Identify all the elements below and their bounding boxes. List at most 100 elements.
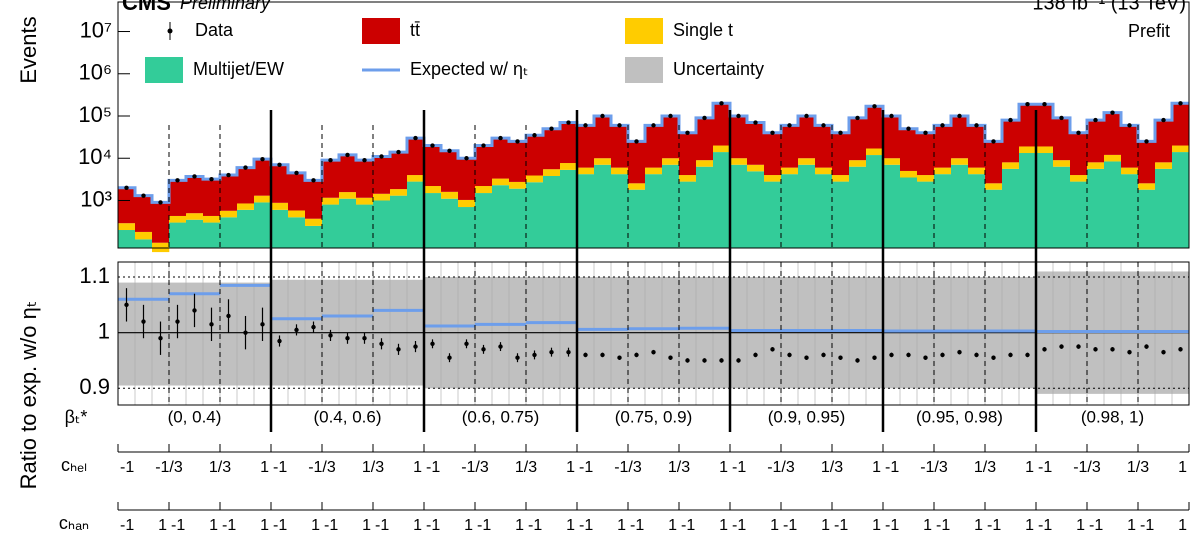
stack-bar bbox=[866, 148, 884, 156]
data-point bbox=[396, 149, 401, 155]
chel-tick-label: 1 bbox=[566, 459, 575, 476]
chel-tick-label: -1/3 bbox=[614, 459, 642, 476]
chel-tick-label: -1/3 bbox=[767, 459, 795, 476]
stack-bar bbox=[543, 175, 561, 248]
stack-bar bbox=[1087, 168, 1105, 248]
data-point bbox=[821, 123, 826, 128]
stack-bar bbox=[407, 175, 425, 182]
data-point bbox=[226, 172, 231, 178]
chan-tick-label: -1 bbox=[171, 517, 185, 534]
ratio-point bbox=[413, 344, 418, 349]
data-point bbox=[447, 148, 452, 154]
stack-bar bbox=[169, 215, 187, 223]
chan-tick-label: 1 bbox=[515, 517, 524, 534]
data-point bbox=[158, 200, 163, 205]
ratio-point bbox=[260, 322, 265, 327]
ratio-point bbox=[770, 347, 775, 352]
ratio-point bbox=[396, 347, 401, 352]
chan-tick-label: -1 bbox=[579, 517, 593, 534]
ratio-point bbox=[583, 352, 588, 358]
data-point bbox=[583, 123, 588, 128]
stack-bar bbox=[1053, 166, 1071, 248]
stack-bar bbox=[594, 158, 612, 165]
stack-bar bbox=[764, 181, 782, 248]
stack-bar bbox=[203, 222, 221, 248]
y-tick-label: 10⁵ bbox=[78, 102, 112, 127]
stack-bar bbox=[288, 172, 306, 211]
chel-tick-label: -1/3 bbox=[308, 459, 336, 476]
stack-bar bbox=[407, 138, 425, 176]
stack-bar bbox=[492, 185, 510, 248]
chan-label: cₕₐₙ bbox=[59, 513, 89, 533]
legend-swatch bbox=[625, 57, 663, 83]
stack-bar bbox=[1155, 162, 1173, 169]
chan-tick-label: -1 bbox=[681, 517, 695, 534]
stack-bar bbox=[424, 186, 442, 194]
ratio-point bbox=[124, 302, 129, 308]
chan-tick-label: -1 bbox=[1038, 517, 1052, 534]
ratio-point bbox=[940, 352, 945, 358]
stack-bar bbox=[492, 138, 510, 179]
stack-bar bbox=[1019, 146, 1037, 154]
stack-bar bbox=[373, 193, 391, 201]
data-point bbox=[175, 178, 180, 183]
chel-tick-label: 1/3 bbox=[974, 459, 996, 476]
ratio-point bbox=[192, 308, 197, 313]
chel-tick-label: 1/3 bbox=[821, 459, 843, 476]
y-tick-label: 10⁷ bbox=[80, 17, 112, 42]
ratio-point bbox=[889, 352, 894, 358]
stack-bar bbox=[1070, 132, 1088, 176]
ratio-point bbox=[651, 349, 656, 355]
ratio-point bbox=[855, 358, 860, 363]
stack-bar bbox=[611, 167, 629, 175]
stack-bar bbox=[186, 176, 204, 214]
stack-bar bbox=[713, 145, 731, 153]
stack-bar bbox=[475, 193, 493, 248]
stack-bar bbox=[798, 116, 816, 159]
data-point bbox=[209, 176, 214, 182]
ratio-point bbox=[464, 341, 469, 346]
stack-bar bbox=[322, 160, 340, 198]
stack-bar bbox=[1155, 120, 1173, 163]
stack-bar bbox=[951, 164, 969, 248]
ratio-point bbox=[991, 355, 996, 360]
stack-bar bbox=[985, 183, 1003, 190]
data-point bbox=[889, 113, 894, 119]
legend-label: tt̄ bbox=[410, 20, 420, 40]
stack-bar bbox=[254, 159, 272, 196]
stack-bar bbox=[883, 116, 901, 159]
stack-bar bbox=[1002, 168, 1020, 248]
y-tick-label: 10⁶ bbox=[78, 60, 112, 85]
stack-bar bbox=[798, 158, 816, 165]
legend-swatch bbox=[362, 18, 400, 44]
chel-tick-label: -1 bbox=[579, 459, 593, 476]
cms-label: CMS bbox=[122, 0, 171, 15]
stack-bar bbox=[968, 174, 986, 248]
stack-bar bbox=[560, 163, 578, 170]
stack-bar bbox=[696, 166, 714, 248]
stack-bar bbox=[645, 167, 663, 175]
data-point bbox=[600, 113, 605, 119]
ratio-point bbox=[1076, 344, 1081, 349]
stack-bar bbox=[832, 132, 850, 176]
stack-bar bbox=[254, 202, 272, 248]
chan-tick-label: 1 bbox=[923, 517, 932, 534]
stack-bar bbox=[169, 180, 187, 216]
stack-bar bbox=[832, 181, 850, 248]
chan-tick-label: 1 bbox=[668, 517, 677, 534]
legend-swatch bbox=[145, 57, 183, 83]
stack-bar bbox=[764, 132, 782, 176]
stack-bar bbox=[271, 202, 289, 210]
data-point bbox=[515, 139, 520, 144]
stack-bar bbox=[611, 125, 629, 168]
stack-bar bbox=[815, 167, 833, 175]
chel-label: cₕₑₗ bbox=[61, 455, 87, 475]
stack-bar bbox=[118, 230, 136, 248]
chel-tick-label: -1/3 bbox=[155, 459, 183, 476]
ratio-tick-label: 1.1 bbox=[79, 263, 110, 288]
chan-tick-label: 1 bbox=[464, 517, 473, 534]
data-point bbox=[770, 130, 775, 136]
chan-tick-label: 1 bbox=[1025, 517, 1034, 534]
stack-bar bbox=[849, 166, 867, 248]
ratio-point bbox=[1127, 349, 1132, 355]
